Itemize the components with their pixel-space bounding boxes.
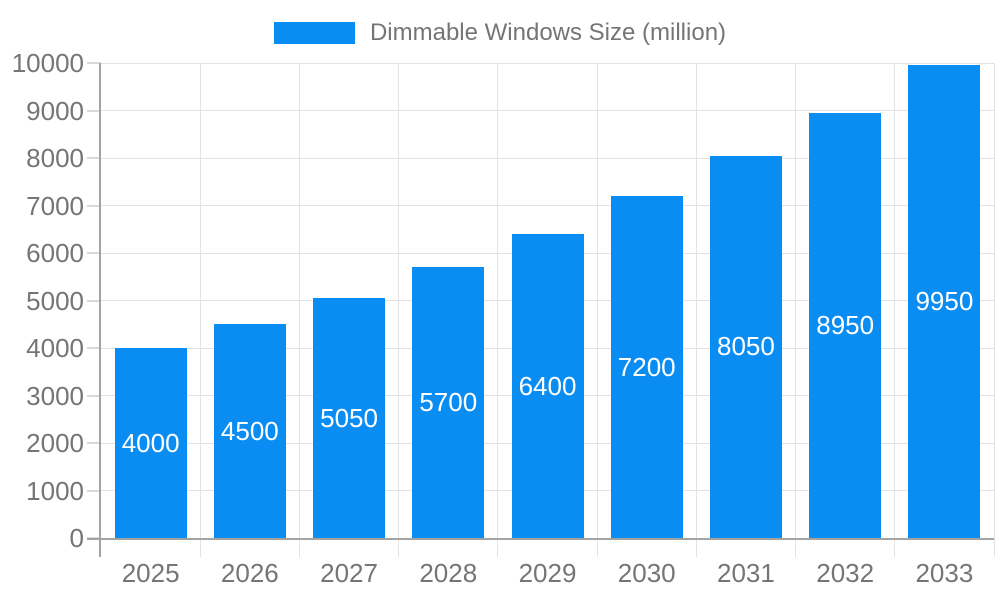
gridline-vertical <box>596 63 598 557</box>
y-axis-tick-label: 4000 <box>26 333 84 363</box>
legend-swatch <box>273 22 355 44</box>
y-axis-tick-mark <box>87 394 101 397</box>
bar-2033[interactable]: 9950 <box>908 65 981 538</box>
gridline-vertical <box>398 63 400 557</box>
bar-value-label: 8050 <box>717 331 775 362</box>
y-axis-tick-mark <box>87 347 101 349</box>
gridline-vertical <box>695 63 697 557</box>
x-axis-tick-label: 2030 <box>617 558 676 588</box>
bar-2029[interactable]: 6400 <box>511 234 584 538</box>
gridline-vertical <box>497 63 499 557</box>
x-axis-tick-label: 2031 <box>717 558 775 588</box>
gridline-horizontal <box>101 157 994 159</box>
y-axis-tick-label: 0 <box>69 523 84 553</box>
y-axis-tick-mark <box>87 252 101 254</box>
bar-2025[interactable]: 4000 <box>114 348 187 538</box>
y-axis-tick-label: 5000 <box>26 285 84 316</box>
gridline-vertical <box>795 63 797 557</box>
y-axis-tick-label: 1000 <box>26 475 84 506</box>
bar-2030[interactable]: 7200 <box>610 196 683 538</box>
x-axis-tick-label: 2028 <box>419 558 478 588</box>
gridline-vertical <box>199 63 201 557</box>
x-axis-tick-label: 2027 <box>320 558 378 588</box>
y-axis-tick-label: 8000 <box>26 143 84 173</box>
y-axis-tick-mark <box>87 442 101 444</box>
x-axis-tick-label: 2033 <box>915 558 974 588</box>
y-axis-tick-mark <box>87 489 101 492</box>
bar-2032[interactable]: 8950 <box>809 112 882 538</box>
y-axis-tick-mark <box>87 204 101 207</box>
bar-2027[interactable]: 5050 <box>313 298 386 538</box>
bar-value-label: 5700 <box>419 387 478 418</box>
y-axis-tick-label: 10000 <box>11 48 84 78</box>
x-axis-tick-label: 2029 <box>518 558 577 588</box>
legend-item[interactable]: Dimmable Windows Size (million) <box>0 19 1000 47</box>
bar-value-label: 4000 <box>121 427 180 458</box>
gridline-vertical <box>993 63 995 557</box>
bar-value-label: 7200 <box>617 351 676 382</box>
y-axis-tick-label: 7000 <box>26 190 84 221</box>
bar-2028[interactable]: 5700 <box>412 267 485 538</box>
y-axis-tick-mark <box>87 109 101 112</box>
x-axis-tick-label: 2032 <box>816 558 875 588</box>
x-axis-line <box>87 538 994 540</box>
bar-value-label: 9950 <box>915 286 974 317</box>
y-axis-tick-mark <box>87 299 101 302</box>
gridline-vertical <box>298 63 300 557</box>
y-axis-tick-label: 6000 <box>26 238 84 268</box>
y-axis-tick-mark <box>87 157 101 159</box>
bar-2026[interactable]: 4500 <box>213 324 286 538</box>
gridline-vertical <box>894 63 896 557</box>
x-axis-tick-label: 2026 <box>220 558 279 588</box>
y-axis-line <box>99 63 101 557</box>
gridline-horizontal <box>101 110 994 111</box>
y-axis-tick-mark <box>87 62 101 64</box>
gridline-horizontal <box>101 205 994 206</box>
bar-value-label: 5050 <box>320 402 378 433</box>
bar-value-label: 6400 <box>518 370 577 401</box>
bar-2031[interactable]: 8050 <box>709 155 782 538</box>
legend-label: Dimmable Windows Size (million) <box>369 19 727 46</box>
x-axis-tick-label: 2025 <box>121 558 180 588</box>
bar-value-label: 4500 <box>220 415 279 446</box>
bar-value-label: 8950 <box>816 309 875 340</box>
y-axis-tick-label: 9000 <box>26 95 84 126</box>
y-axis-tick-label: 2000 <box>26 428 84 458</box>
y-axis-tick-label: 3000 <box>26 380 84 411</box>
gridline-horizontal <box>101 62 994 64</box>
